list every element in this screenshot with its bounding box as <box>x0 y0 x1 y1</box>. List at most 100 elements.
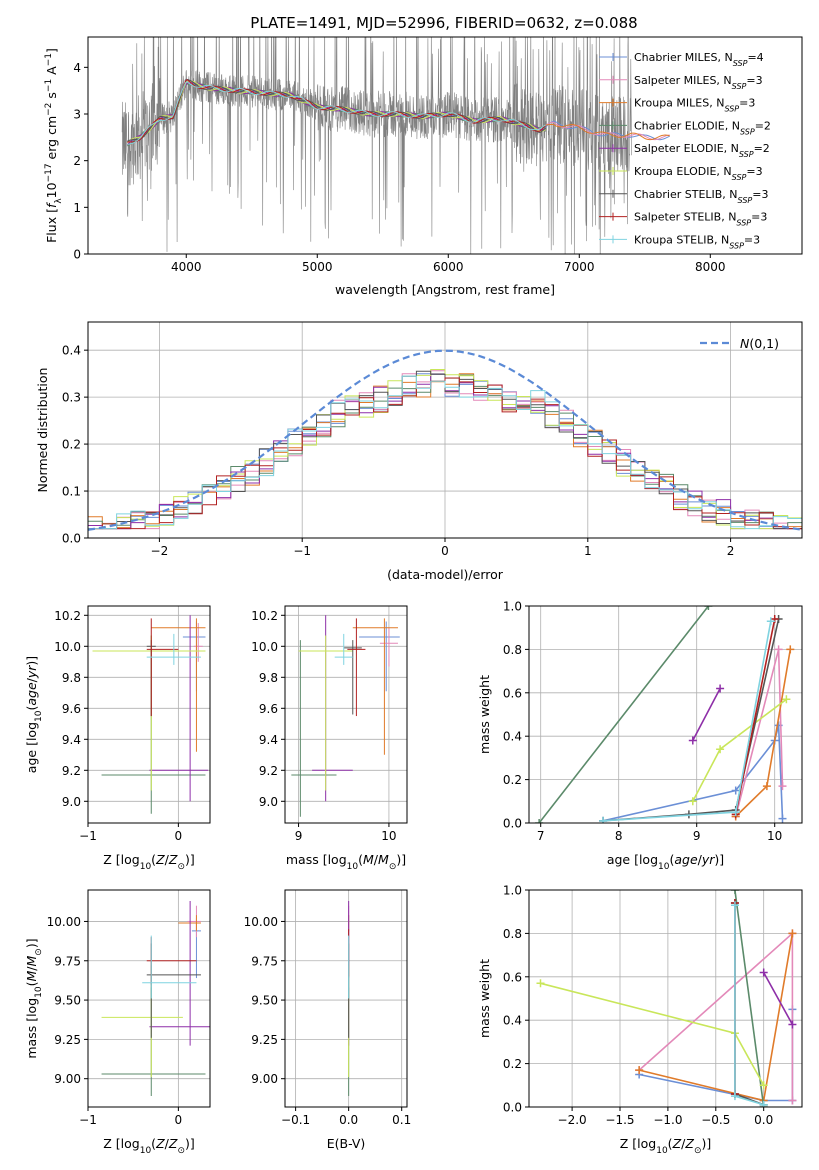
x-tick-label: 9 <box>295 829 303 843</box>
kroupa-elodie-weight-point <box>688 797 697 806</box>
y-tick-label: 9.4 <box>62 733 81 747</box>
y-tick-label: 0.8 <box>503 927 522 941</box>
kroupa-elodie-weight-line <box>540 982 765 1086</box>
y-axis-label: mass [log10(M/M⊙)] <box>24 938 44 1058</box>
y-tick-label: 0.0 <box>503 817 522 831</box>
chabrier-elodie-weight-line <box>734 890 765 1107</box>
x-tick-label: −1 <box>79 1113 97 1127</box>
chabrier-elodie-weight-point <box>704 606 713 610</box>
legend-label: Kroupa ELODIE, NSSP=3 <box>634 165 763 182</box>
axes-frame <box>284 605 408 824</box>
x-tick-label: −2.0 <box>558 1113 587 1127</box>
mass_vs_ebv-panel: −0.1 0.0 0.1 9.00 9.25 9.50 9.75 10.00 E(B-V) <box>244 889 411 1151</box>
y-tick-label: 9.50 <box>251 994 278 1008</box>
kroupa-miles-model-line <box>127 81 670 146</box>
salpeter-elodie-weight-line <box>762 972 794 1025</box>
salpeter-elodie-weight-point <box>788 1020 797 1029</box>
observed-spectrum-line <box>121 37 632 254</box>
y-tick-label: 9.2 <box>62 764 81 778</box>
axes-frame <box>284 889 408 1108</box>
x-tick-label: 4000 <box>171 260 202 274</box>
x-axis-label: Z [log10(Z/Z⊙)] <box>103 1136 195 1156</box>
x-tick-label: 9 <box>693 829 701 843</box>
kroupa-stelib-weight-point <box>731 808 740 817</box>
chabrier-elodie-weight-point <box>535 819 544 823</box>
y-axis-label: Flux [fλ10−17 erg cm−2 s−1 A−1] <box>44 48 64 243</box>
y-tick-label: 9.0 <box>62 795 81 809</box>
mass_vs_Z-panel: −1 0 9.00 9.25 9.50 9.75 10.00 Z [log10(Z/Z⊙)] m… <box>24 889 211 1156</box>
y-tick-label: 9.2 <box>259 764 278 778</box>
axes-frame <box>87 605 211 824</box>
y-tick-label: 0.4 <box>503 1014 522 1028</box>
age_vs_Z-panel: −1 0 9.0 9.2 9.4 9.6 9.8 10.0 10.2 Z [log10(Z/Z⊙)… <box>24 605 211 872</box>
y-tick-label: 1 <box>73 201 81 215</box>
y-tick-label: 0 <box>73 248 81 262</box>
weight_vs_Z-panel: −2.0 −1.5 −1.0 −0.5 0.0 0.0 0.2 0.4 0.6 0.8 1.0 Z [… <box>477 884 803 1156</box>
y-tick-label: 9.0 <box>259 795 278 809</box>
x-tick-label: 8 <box>615 829 623 843</box>
y-tick-label: 0.4 <box>503 730 522 744</box>
kroupa-stelib-weight-line <box>603 621 772 822</box>
x-tick-label: −1.0 <box>653 1113 682 1127</box>
weight_vs_Z-plot-area <box>536 890 797 1107</box>
kroupa-stelib-weight-point <box>599 816 608 823</box>
y-axis-label: age [log10(age/yr)] <box>24 656 44 773</box>
axes-frame <box>87 36 803 255</box>
legend-label: Salpeter MILES, NSSP=3 <box>634 74 763 91</box>
y-axis-label: mass weight <box>477 675 492 754</box>
kroupa-miles-weight-point <box>786 645 795 654</box>
salpeter-miles-weight-point <box>778 782 787 791</box>
legend-label: Chabrier MILES, NSSP=4 <box>634 51 764 68</box>
x-tick-label: 0.0 <box>339 1113 358 1127</box>
axes-frame <box>528 605 803 824</box>
kroupa-stelib-weight-point <box>730 1092 739 1101</box>
mass_vs_Z-plot-area <box>101 901 210 1096</box>
x-tick-label: 0 <box>175 829 183 843</box>
x-axis-label: Z [log10(Z/Z⊙)] <box>103 852 195 872</box>
y-tick-label: 0.0 <box>503 1101 522 1115</box>
normal-distribution-curve <box>88 349 802 531</box>
y-axis-label: Normed distribution <box>35 368 50 493</box>
axes-frame <box>87 321 803 539</box>
y-tick-label: 2 <box>73 154 81 168</box>
y-tick-label: 9.50 <box>54 994 81 1008</box>
kroupa-miles-weight-point <box>788 929 797 938</box>
spectrum-plot-area <box>121 37 670 254</box>
y-tick-label: 0.2 <box>503 773 522 787</box>
x-tick-label: 10 <box>767 829 782 843</box>
x-tick-label: −2 <box>151 544 169 558</box>
x-axis-label: age [log10(age/yr)] <box>607 852 724 872</box>
y-tick-label: 10.2 <box>251 609 278 623</box>
x-tick-label: 1 <box>584 544 592 558</box>
weight_vs_age-plot-area <box>535 606 795 823</box>
y-tick-label: 0.2 <box>62 438 81 452</box>
residuals-panel: −2 −1 0 1 2 0.0 0.1 0.2 0.3 0.4 N(0,1) (data-model)… <box>35 321 803 582</box>
kroupa-elodie-weight-point <box>716 745 725 754</box>
axes-frame <box>87 889 211 1108</box>
x-tick-label: −1 <box>79 829 97 843</box>
legend-label: Salpeter ELODIE, NSSP=2 <box>634 142 770 159</box>
y-tick-label: 9.00 <box>54 1072 81 1086</box>
weight_vs_age-panel: 7 8 9 10 0.0 0.2 0.4 0.6 0.8 1.0 age [log10(age/yr… <box>477 600 803 872</box>
y-tick-label: 0.2 <box>503 1057 522 1071</box>
y-tick-label: 0.3 <box>62 391 81 405</box>
y-tick-label: 10.00 <box>244 915 278 929</box>
kroupa-miles-weight-point <box>635 1066 644 1075</box>
chabrier-miles-weight-point <box>731 786 740 795</box>
axes-frame <box>528 889 803 1108</box>
salpeter-miles-weight-point <box>774 645 783 654</box>
x-tick-label: 10 <box>381 829 396 843</box>
y-tick-label: 9.00 <box>251 1072 278 1086</box>
y-tick-label: 10.0 <box>251 640 278 654</box>
residuals-plot-area <box>88 349 802 531</box>
y-tick-label: 0.1 <box>62 485 81 499</box>
y-tick-label: 4 <box>73 61 81 75</box>
legend-label: N(0,1) <box>740 336 779 351</box>
x-tick-label: 0 <box>175 1113 183 1127</box>
kroupa-stelib-weight-point <box>759 1100 768 1107</box>
kroupa-elodie-weight-point <box>782 695 791 704</box>
y-tick-label: 1.0 <box>503 884 522 898</box>
y-tick-label: 9.75 <box>251 954 278 968</box>
legend-label: Chabrier STELIB, NSSP=3 <box>634 188 768 205</box>
